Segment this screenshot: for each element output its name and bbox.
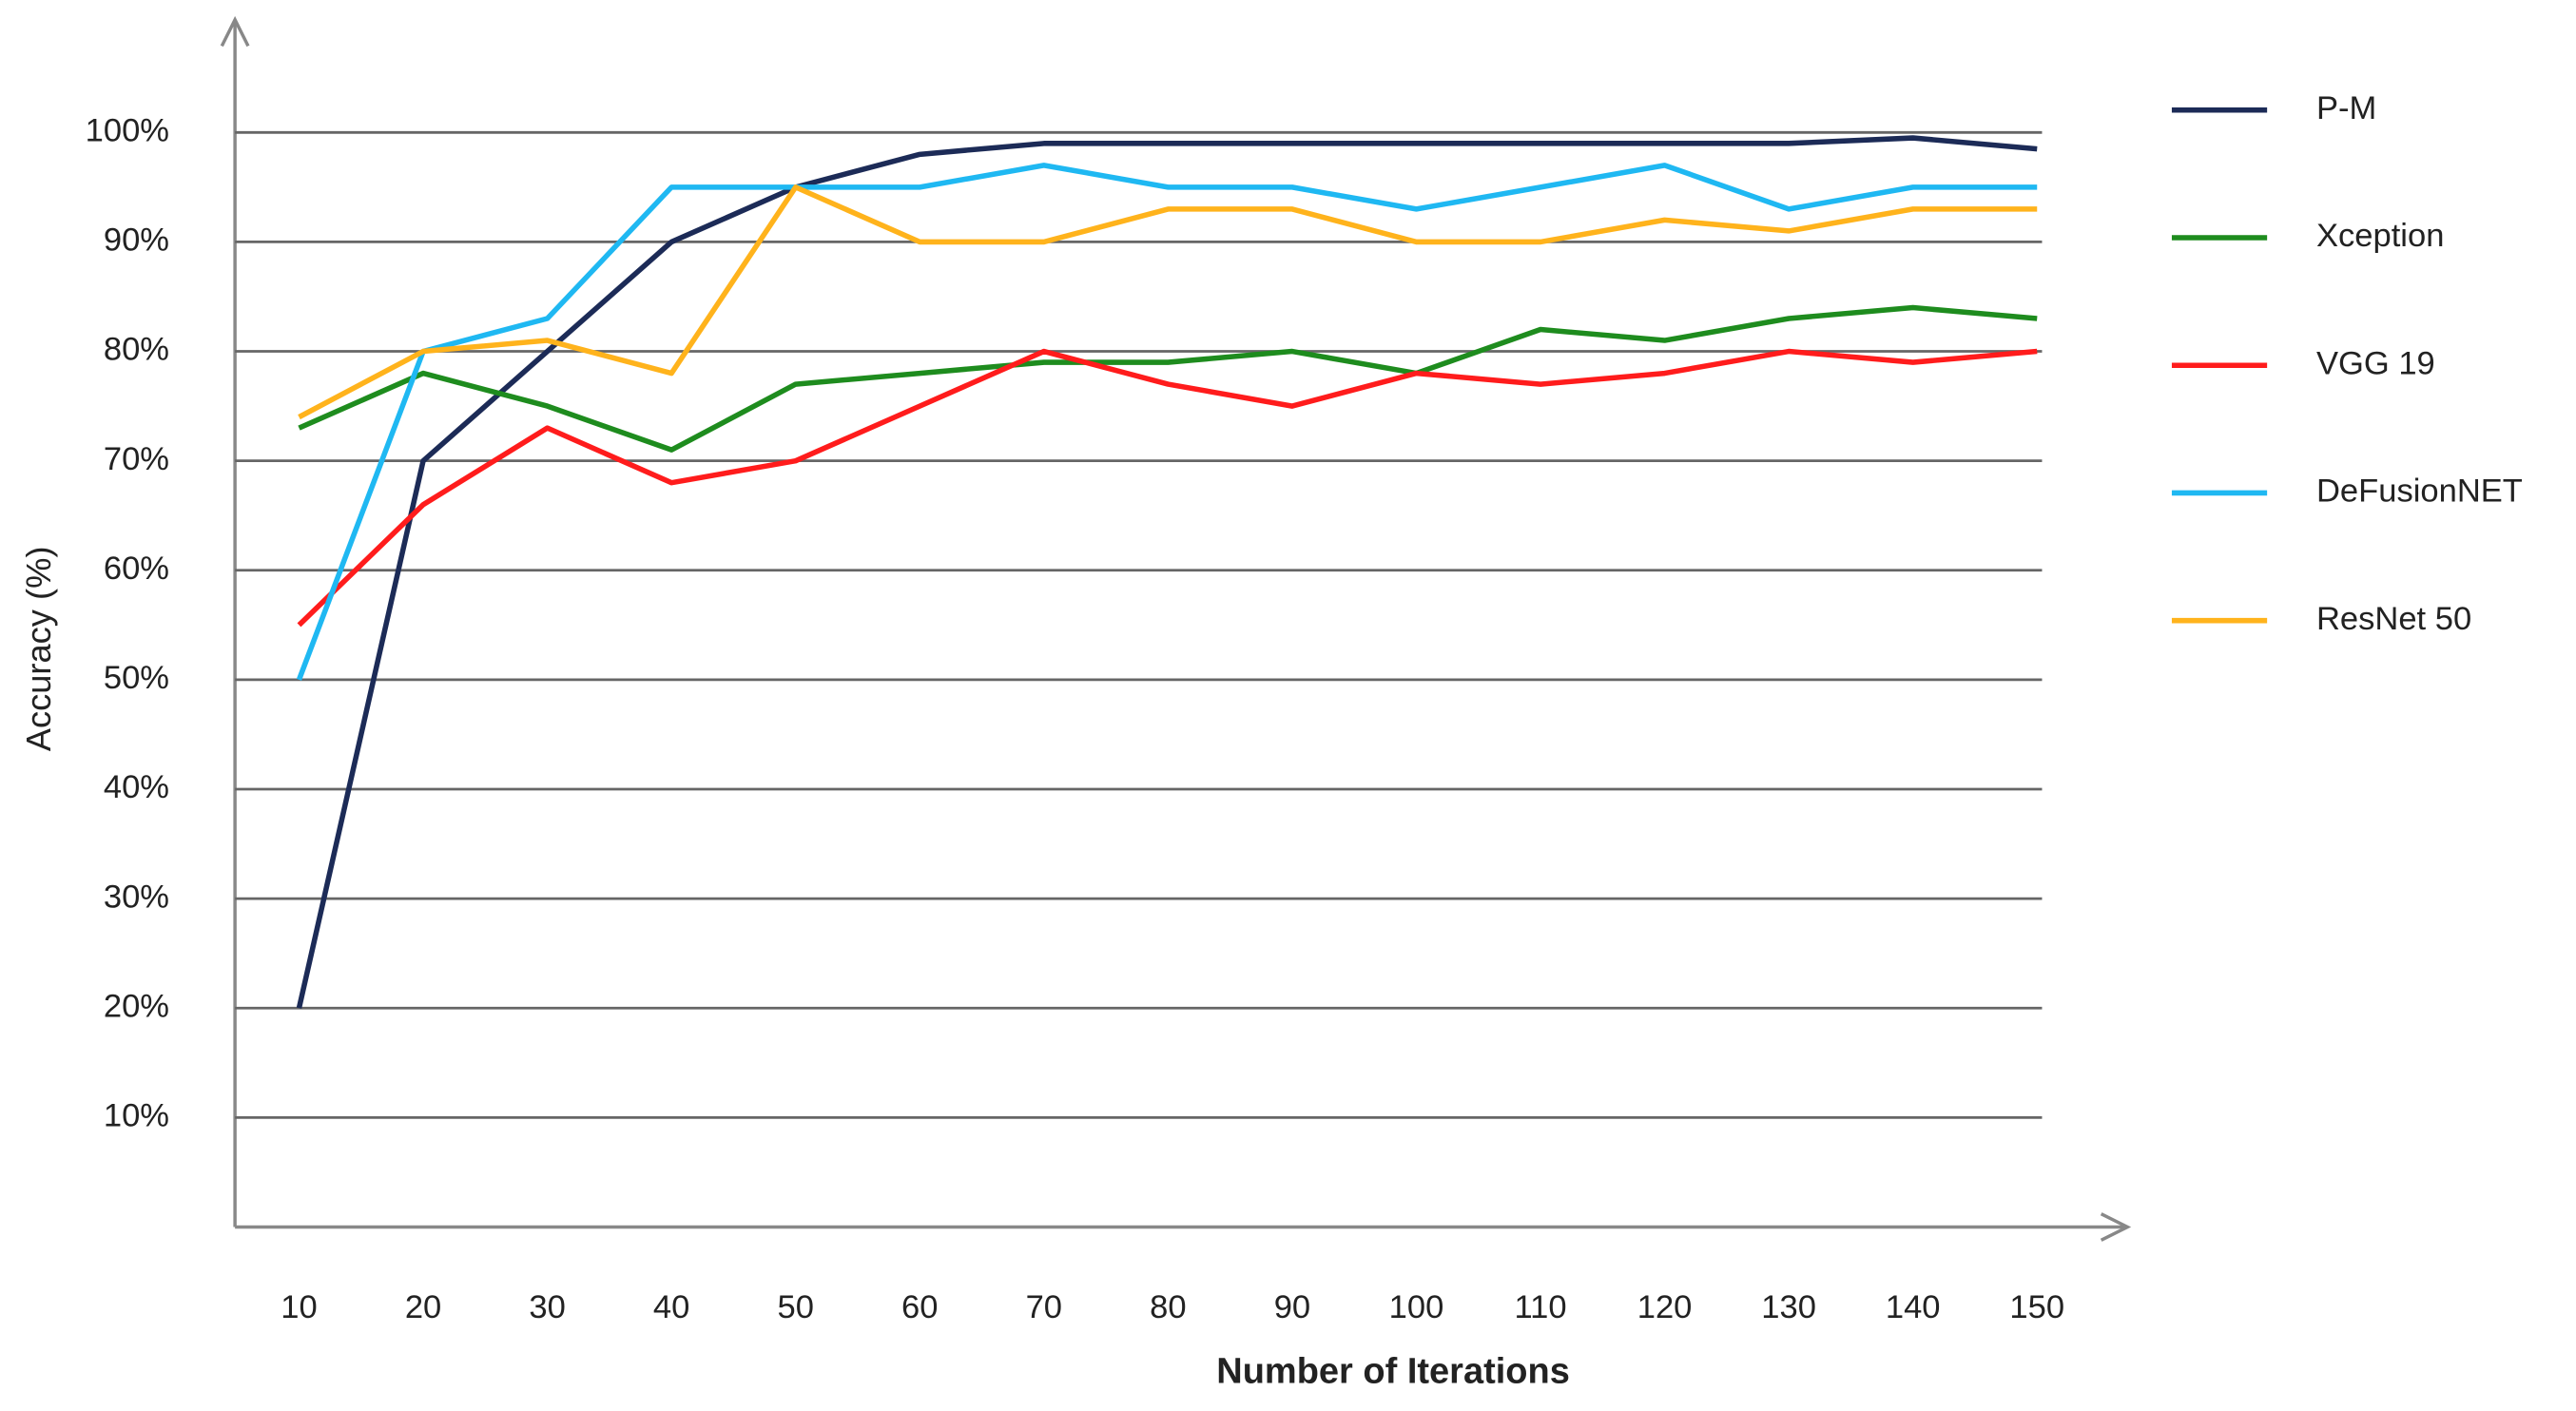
- x-tick-label: 20: [405, 1289, 441, 1325]
- x-tick-label: 130: [1761, 1289, 1816, 1325]
- series-line: [296, 135, 2038, 1009]
- x-tick-label: 80: [1150, 1289, 1186, 1325]
- y-tick-label: 20%: [104, 988, 169, 1024]
- x-tick-label: 110: [1514, 1289, 1566, 1325]
- y-tick-label: 80%: [104, 332, 169, 368]
- x-tick-label: 10: [281, 1289, 317, 1325]
- legend-label: DeFusionNET: [2316, 474, 2523, 510]
- x-tick-label: 50: [777, 1289, 813, 1325]
- x-tick-label: 140: [1886, 1289, 1941, 1325]
- y-tick-label: 100%: [86, 112, 169, 148]
- legend-label: ResNet 50: [2316, 601, 2471, 637]
- x-tick-label: 120: [1637, 1289, 1693, 1325]
- series-line: [297, 348, 2038, 628]
- x-tick-label: 150: [2009, 1289, 2064, 1325]
- x-axis-arrow: [2100, 1212, 2132, 1242]
- y-tick-label: 60%: [104, 551, 169, 587]
- series-line: [298, 184, 2038, 420]
- x-tick-label: 30: [529, 1289, 565, 1325]
- y-tick-label: 90%: [104, 222, 169, 259]
- x-tick-label: 40: [653, 1289, 689, 1325]
- y-tick-label: 10%: [104, 1098, 169, 1134]
- series-line: [298, 304, 2038, 453]
- y-axis-arrow: [220, 15, 250, 48]
- y-tick-label: 30%: [104, 879, 169, 915]
- y-tick-label: 70%: [104, 441, 169, 477]
- legend-label: Xception: [2316, 218, 2444, 254]
- y-axis-label: Accuracy (%): [19, 547, 58, 752]
- x-tick-label: 100: [1389, 1289, 1444, 1325]
- x-axis-label: Number of Iterations: [1216, 1351, 1570, 1391]
- y-tick-label: 50%: [104, 660, 169, 696]
- x-tick-label: 90: [1274, 1289, 1310, 1325]
- series-line: [296, 163, 2038, 681]
- legend-label: VGG 19: [2316, 345, 2435, 381]
- legend-label: P-M: [2316, 90, 2376, 126]
- x-tick-label: 70: [1026, 1289, 1062, 1325]
- x-tick-label: 60: [901, 1289, 938, 1325]
- y-tick-label: 40%: [104, 769, 169, 805]
